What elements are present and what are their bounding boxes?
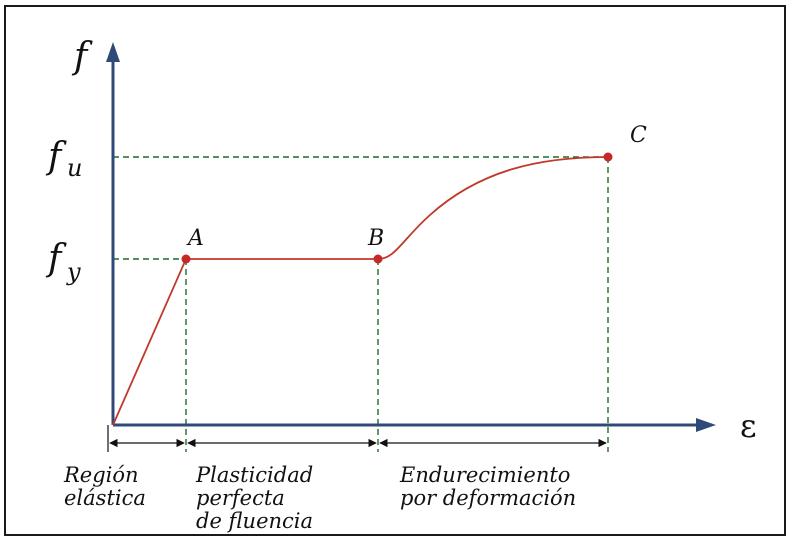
y-axis-arrow-icon bbox=[106, 42, 120, 62]
region-plastic-line-1: Plasticidad bbox=[195, 463, 313, 487]
region-elastic-line-2: elástica bbox=[64, 486, 146, 510]
y-axis-label: f bbox=[71, 36, 93, 77]
x-axis-arrow-icon bbox=[696, 418, 716, 432]
fy-tick-subscript: y bbox=[66, 258, 81, 286]
fy-tick-label: f y bbox=[45, 238, 81, 286]
figure-frame bbox=[4, 5, 786, 536]
fy-tick-base: f bbox=[45, 238, 67, 279]
point-c-label: C bbox=[630, 123, 647, 148]
point-b-label: B bbox=[367, 226, 384, 251]
region-plastic-line-3: de fluencia bbox=[196, 509, 313, 533]
region-elastic-line-1: Región bbox=[63, 463, 139, 487]
region-hardening-line-1: Endurecimiento bbox=[399, 463, 570, 487]
point-a bbox=[181, 254, 191, 264]
stress-strain-curve bbox=[112, 156, 609, 426]
region-plastic-line-2: perfecta bbox=[196, 486, 285, 510]
fu-tick-label: f u bbox=[45, 136, 82, 182]
point-a-label: A bbox=[186, 226, 204, 251]
fu-tick-subscript: u bbox=[67, 154, 82, 182]
fu-tick-base: f bbox=[45, 136, 67, 177]
point-b bbox=[373, 254, 383, 264]
point-c bbox=[603, 152, 613, 162]
region-hardening-line-2: por deformación bbox=[400, 486, 576, 510]
x-axis-label: ε bbox=[740, 407, 757, 445]
